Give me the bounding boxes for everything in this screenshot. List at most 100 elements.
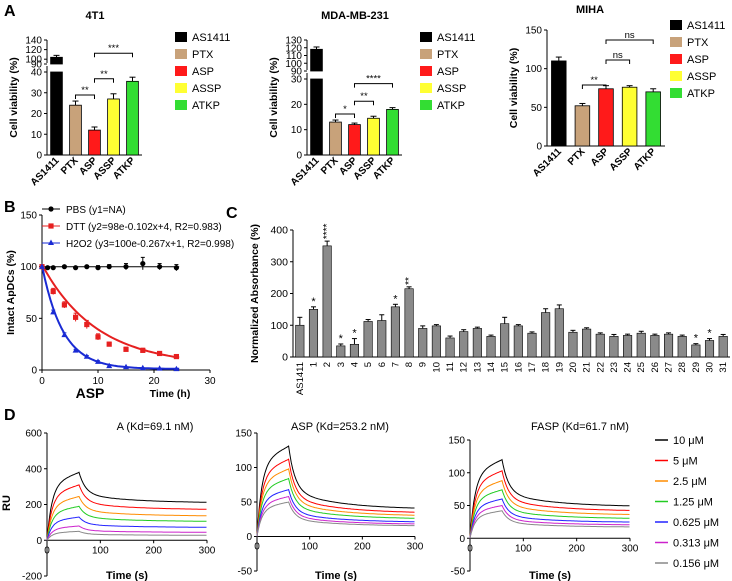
sensorgram-curve [256,458,415,537]
sensorgram-curve [256,468,415,537]
x-tick-label: 21 [582,362,593,373]
bar-16 [513,325,523,358]
sensorgram-curve [469,470,630,539]
legend-marker [48,206,54,212]
chart-title: ASP [76,385,105,401]
legend-label: ASSP [687,71,716,83]
significance-label: ** [360,91,368,102]
significance-label: ** [590,75,598,86]
legend-label: ATKP [437,100,465,112]
bar-ptx [329,121,342,156]
bar-30 [704,340,715,358]
legend-swatch-asp [175,66,187,76]
x-tick-label: 5 [363,362,374,367]
x-tick-label: 28 [677,362,688,373]
data-point-pbs [73,265,79,271]
chart-title: A (Kd=69.1 nM) [117,421,194,433]
data-point-pbs [95,265,101,271]
y-tick-label: 0 [536,142,542,153]
data-point-pbs [45,265,51,271]
legend-label: AS1411 [687,20,725,32]
x-tick-label: 7 [390,362,401,367]
chart-title: MDA-MB-231 [321,10,389,22]
data-point-h2o2 [50,308,57,315]
data-point-pbs [140,260,146,267]
bar-atkp [645,91,661,147]
x-tick-label: 11 [445,362,456,372]
bar-15 [500,323,510,358]
y-tick-label: 90 [291,67,303,78]
y-tick-label: 0 [296,151,302,162]
significance-label: * [343,104,347,115]
bar-23 [609,336,619,358]
x-tick-label: 29 [691,362,702,373]
data-point-dtt [95,334,101,340]
sensorgram-curve [256,501,415,537]
legend-swatch-asp [420,66,432,76]
significance-label: * [311,296,316,308]
bar-as1411-lower [310,78,323,156]
legend-swatch-asp [670,54,682,64]
data-point-h2o2 [95,358,101,364]
panel-c: 0 100 200 300 400 Normalized Absorbance (%) AS… [249,223,730,395]
legend-marker [48,223,54,229]
data-point-h2o2 [123,363,129,370]
sensorgram-curve [469,504,630,539]
panel-label-c: C [226,205,238,222]
x-tick-label: 6 [377,362,388,367]
bar-27 [664,333,674,358]
legend-label: ASSP [192,83,221,95]
y-tick-label: 100 [25,55,42,66]
legend-swatch-assp [420,83,432,93]
y-tick-label: 10 [291,125,303,136]
significance-bracket [335,113,355,119]
x-tick-label: 19 [554,362,565,373]
x-tick-label: 17 [527,362,538,373]
x-tick-label: ATKP [371,155,398,182]
sensorgram-3: FASP (Kd=61.7 nM) -50 0 50 100 150 0 100 200 300 T… [448,421,638,581]
bar-7 [390,306,400,358]
y-tick-label: 100 [285,59,302,70]
x-tick-label: AS1411 [29,155,62,188]
bar-13 [472,328,482,358]
x-tick-label: ATKP [111,155,138,182]
legend-label: 0.156 μM [673,558,719,570]
y-tick-label: 50 [531,103,543,114]
x-tick-label: 2 [322,362,333,367]
data-point-h2o2 [139,364,146,371]
data-point-h2o2 [61,331,68,338]
x-tick-label: 26 [650,362,661,373]
x-tick-label: 22 [595,362,606,373]
legend-label: ASP [687,54,709,66]
significance-bracket [605,59,631,64]
bar-atkp [126,80,139,156]
y-tick-label: 100 [525,64,542,75]
y-tick-label: 0 [31,366,37,377]
legend-label: 0.313 μM [673,538,719,550]
x-tick-label: 0 [39,376,45,387]
x-tick-label: 8 [404,362,415,367]
data-point-dtt [173,353,179,360]
legend-label: 10 μM [673,435,704,447]
legend-label: ASP [192,66,214,78]
x-tick-label: ATKP [632,146,659,173]
significance-bracket [94,78,114,83]
bar-26 [650,335,660,358]
x-tick-label: PTX [566,146,588,168]
data-point-h2o2 [106,362,113,369]
legend-swatch-ptx [420,49,432,59]
x-tick-label: 30 [204,376,216,387]
data-point-h2o2 [83,353,90,359]
bar-18 [541,312,551,358]
bar-as1411 [310,48,323,72]
data-point-dtt [84,321,90,328]
legend-label: ATKP [687,88,715,100]
x-tick-label: PTX [59,155,81,177]
y-tick-label: 100 [448,468,465,479]
significance-label: ** [100,69,108,80]
bar-assp [367,117,380,156]
x-tick-label: 0 [44,545,50,556]
significance-bracket [94,52,133,58]
